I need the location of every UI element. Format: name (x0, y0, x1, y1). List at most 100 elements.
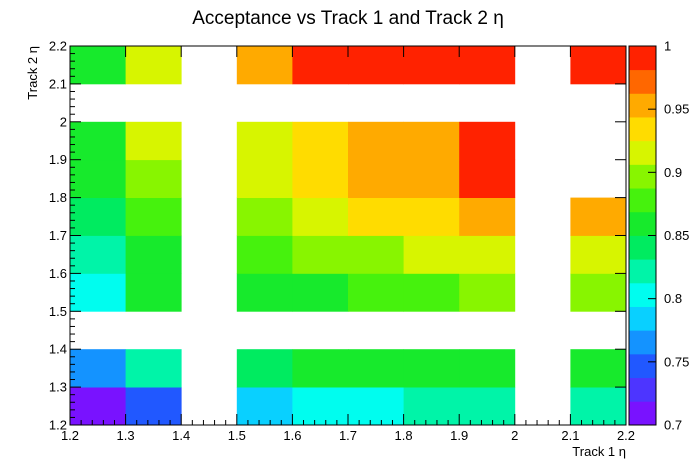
heatmap-cell (403, 349, 460, 388)
heatmap-cell (570, 387, 627, 426)
heatmap-cell (125, 159, 182, 198)
heatmap-cell (403, 235, 460, 274)
heatmap-cell (236, 121, 293, 161)
heatmap-cell (292, 121, 349, 161)
heatmap-cell (292, 349, 349, 388)
heatmap-cell (459, 159, 516, 198)
x-tick-label: 2 (511, 428, 518, 443)
heatmap-cell (570, 273, 627, 312)
color-scale-label: 0.85 (664, 228, 689, 243)
color-scale-label: 0.7 (664, 418, 682, 433)
heatmap-cell (570, 197, 627, 236)
x-tick-label: 2.1 (561, 428, 579, 443)
color-scale-bin (629, 117, 656, 142)
y-tick-label: 1.4 (49, 342, 67, 357)
color-scale-bin (629, 306, 656, 331)
color-scale-bin (629, 164, 656, 189)
heatmap-cell (292, 235, 349, 274)
color-scale-bin (629, 377, 656, 402)
color-scale-bin (629, 93, 656, 118)
heatmap-cell (292, 387, 349, 426)
heatmap-cell (459, 273, 516, 312)
color-scale-bin (629, 235, 656, 260)
heatmap-cell (292, 159, 349, 198)
y-tick-label: 1.8 (49, 190, 67, 205)
y-tick-label: 1.6 (49, 266, 67, 281)
x-tick-label: 1.6 (283, 428, 301, 443)
color-scale-bin (629, 140, 656, 165)
heatmap-cell (236, 197, 293, 236)
heatmap-cell (236, 387, 293, 426)
heatmap-cell (403, 159, 460, 198)
heatmap-cell (570, 46, 627, 85)
heatmap-cell (236, 273, 293, 312)
heatmap-cell (348, 159, 404, 198)
heatmap-cell (459, 46, 516, 85)
heatmap-cells (70, 46, 627, 426)
heatmap-cell (348, 273, 404, 312)
x-axis-label: Track 1 η (572, 444, 626, 459)
heatmap-cell (70, 387, 126, 426)
heatmap-cell (70, 273, 126, 312)
y-tick-label: 1.5 (49, 304, 67, 319)
color-scale-label: 1 (664, 39, 671, 54)
x-tick-label: 1.3 (117, 428, 135, 443)
heatmap-cell (70, 197, 126, 236)
heatmap-cell (459, 121, 516, 161)
heatmap-cell (70, 121, 126, 161)
color-scale-bin (629, 330, 656, 355)
heatmap-cell (236, 46, 293, 85)
chart-title: Acceptance vs Track 1 and Track 2 η (192, 8, 504, 29)
heatmap-cell (125, 387, 182, 426)
heatmap-cell (403, 46, 460, 85)
heatmap-cell (570, 235, 627, 274)
heatmap-cell (70, 235, 126, 274)
heatmap-cell (348, 46, 404, 85)
x-tick-label: 1.7 (339, 428, 357, 443)
color-scale-bin (629, 353, 656, 379)
heatmap-cell (125, 121, 182, 161)
color-scale-label: 0.75 (664, 354, 689, 369)
heatmap-cell (125, 197, 182, 236)
color-scale-bin (629, 211, 656, 236)
heatmap-cell (125, 46, 182, 85)
x-tick-label: 1.9 (450, 428, 468, 443)
y-tick-label: 1.3 (49, 380, 67, 395)
heatmap-cell (125, 273, 182, 312)
color-scale-bin (629, 401, 656, 426)
x-tick-label: 1.8 (395, 428, 413, 443)
heatmap-cell (70, 159, 126, 198)
x-tick-label: 1.4 (172, 428, 190, 443)
heatmap-cell (292, 197, 349, 236)
x-tick-label: 1.2 (61, 428, 79, 443)
heatmap-cell (348, 235, 404, 274)
heatmap-cell (403, 273, 460, 312)
heatmap-cell (236, 159, 293, 198)
heatmap-cell (570, 349, 627, 388)
heatmap-cell (125, 235, 182, 274)
heatmap-cell (70, 349, 126, 388)
color-scale-bin (629, 46, 656, 71)
y-tick-label: 1.9 (49, 152, 67, 167)
heatmap-cell (292, 46, 349, 85)
heatmap-cell (403, 387, 460, 426)
y-axis-label: Track 2 η (25, 46, 40, 100)
heatmap-cell (403, 121, 460, 161)
color-scale-bin (629, 69, 656, 94)
y-tick-label: 2.1 (49, 76, 67, 91)
heatmap-cell (348, 197, 404, 236)
color-scale-bin (629, 259, 656, 284)
color-scale-label: 0.9 (664, 165, 682, 180)
heatmap-cell (70, 46, 126, 85)
heatmap-cell (348, 349, 404, 388)
y-tick-label: 1.7 (49, 228, 67, 243)
heatmap-cell (236, 349, 293, 388)
heatmap-cell (459, 197, 516, 236)
y-tick-label: 2 (60, 114, 67, 129)
heatmap-cell (403, 197, 460, 236)
x-axis: 1.2 1.3 1.4 1.5 1.6 1.7 1.8 1.9 2 2.1 2.2 (61, 46, 635, 443)
heatmap-cell (125, 349, 182, 388)
y-tick-label: 1.2 (49, 418, 67, 433)
heatmap-cell (459, 235, 516, 274)
